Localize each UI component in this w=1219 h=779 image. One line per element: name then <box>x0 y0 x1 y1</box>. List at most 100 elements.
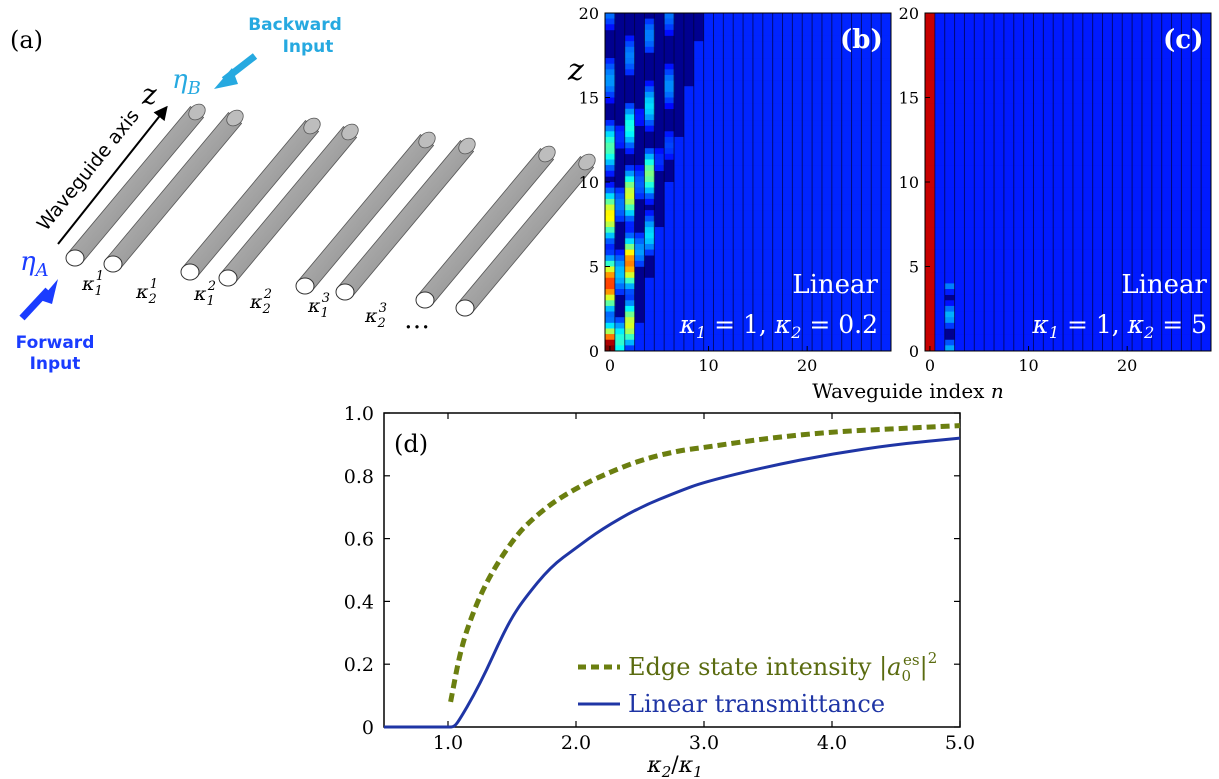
heatmap-cell <box>1161 294 1172 301</box>
heatmap-cell <box>1132 260 1143 267</box>
heatmap-cell <box>861 311 872 318</box>
heatmap-cell <box>1033 204 1044 211</box>
heatmap-cell <box>881 311 892 318</box>
heatmap-cell <box>782 52 793 59</box>
heatmap-cell <box>1102 317 1113 324</box>
heatmap-cell <box>1082 317 1093 324</box>
heatmap-cell <box>723 260 734 267</box>
heatmap-cell <box>861 193 872 200</box>
heatmap-cell <box>1013 204 1024 211</box>
heatmap-cell <box>614 283 626 290</box>
heatmap-cell <box>802 294 813 301</box>
heatmap-cell <box>984 18 995 25</box>
heatmap-cell <box>934 69 946 76</box>
heatmap-cell <box>605 86 616 93</box>
heatmap-cell <box>1141 69 1153 76</box>
heatmap-cell <box>934 176 946 183</box>
plot-d-x-axis-label: κ2/κ1 <box>646 753 702 779</box>
heatmap-cell <box>1043 266 1054 273</box>
heatmap-cell <box>1013 277 1024 284</box>
heatmap-cell <box>1112 204 1123 211</box>
heatmap-cell <box>1102 18 1113 25</box>
heatmap-cell <box>954 221 965 228</box>
heatmap-cell <box>664 283 675 290</box>
heatmap-cell <box>1033 41 1044 48</box>
panel-c-text-line1: Linear <box>1121 270 1207 300</box>
heatmap-cell <box>954 35 965 42</box>
heatmap-cell <box>984 232 995 239</box>
heatmap-cell <box>1082 170 1093 177</box>
heatmap-cell <box>1122 215 1133 222</box>
heatmap-cell <box>881 243 892 250</box>
heatmap-cell <box>851 63 862 70</box>
heatmap-cell <box>743 176 754 183</box>
heatmap-cell <box>974 24 985 31</box>
heatmap-cell <box>1082 187 1093 194</box>
heatmap-cell <box>1043 120 1054 126</box>
heatmap-cell <box>831 108 842 115</box>
heatmap-cell <box>974 198 985 205</box>
heatmap-cell <box>1141 311 1153 318</box>
heatmap-cell <box>831 13 842 19</box>
heatmap-cell <box>1072 210 1084 217</box>
heatmap-cell <box>792 182 803 188</box>
heatmap-cell <box>1063 108 1074 115</box>
heatmap-cell <box>683 255 695 262</box>
heatmap-cell <box>812 277 823 284</box>
heatmap-cell <box>1132 108 1143 115</box>
heatmap-cell <box>713 260 724 267</box>
heatmap-cell <box>1063 120 1074 126</box>
heatmap-cell <box>1102 311 1113 318</box>
heatmap-cell <box>723 289 734 295</box>
heatmap-cell <box>743 221 754 228</box>
heatmap-cell <box>994 345 1005 352</box>
heatmap-cell <box>802 328 813 335</box>
heatmap-cell <box>624 305 635 312</box>
heatmap-cell <box>881 165 892 172</box>
heatmap-cell <box>812 300 823 307</box>
heatmap-cell <box>944 131 955 138</box>
heatmap-cell <box>851 120 862 126</box>
heatmap-cell <box>841 283 852 290</box>
heatmap-cell <box>954 238 965 245</box>
heatmap-cell <box>861 108 872 115</box>
heatmap-cell <box>733 114 744 121</box>
heatmap-cell <box>733 305 744 312</box>
heatmap-cell <box>752 29 764 36</box>
heatmap-cell <box>812 311 823 318</box>
heatmap-cell <box>1102 170 1113 177</box>
heatmap-cell <box>881 125 892 132</box>
heatmap-cell <box>1082 289 1093 295</box>
heatmap-cell <box>1043 176 1054 183</box>
heatmap-cell <box>1181 13 1192 19</box>
heatmap-cell <box>831 272 842 279</box>
heatmap-cell <box>802 300 813 307</box>
heatmap-cell <box>743 170 754 177</box>
heatmap-cell <box>674 294 685 301</box>
heatmap-cell <box>733 52 744 59</box>
heatmap-cell <box>1161 198 1172 205</box>
heatmap-cell <box>752 289 764 295</box>
heatmap-cell <box>634 328 645 335</box>
heatmap-cell <box>944 13 955 19</box>
heatmap-cell <box>782 232 793 239</box>
heatmap-cell <box>925 86 936 93</box>
heatmap-cell <box>1102 69 1113 76</box>
heatmap-cell <box>1141 97 1153 104</box>
heatmap-cell <box>1171 63 1182 70</box>
heatmap-cell <box>1082 255 1093 262</box>
heatmap-cell <box>1053 35 1064 42</box>
heatmap-cell <box>821 52 833 59</box>
heatmap-cell <box>954 255 965 262</box>
heatmap-cell <box>713 300 724 307</box>
heatmap-cell <box>605 148 616 155</box>
heatmap-cell <box>654 232 665 239</box>
heatmap-cell <box>881 294 892 301</box>
heatmap-cell <box>1201 13 1212 19</box>
heatmap-cell <box>1023 80 1034 87</box>
heatmap-cell <box>1053 243 1064 250</box>
heatmap-cell <box>683 210 695 217</box>
heatmap-cell <box>851 210 862 217</box>
heatmap-cell <box>994 58 1005 64</box>
heatmap-cell <box>1171 182 1182 188</box>
